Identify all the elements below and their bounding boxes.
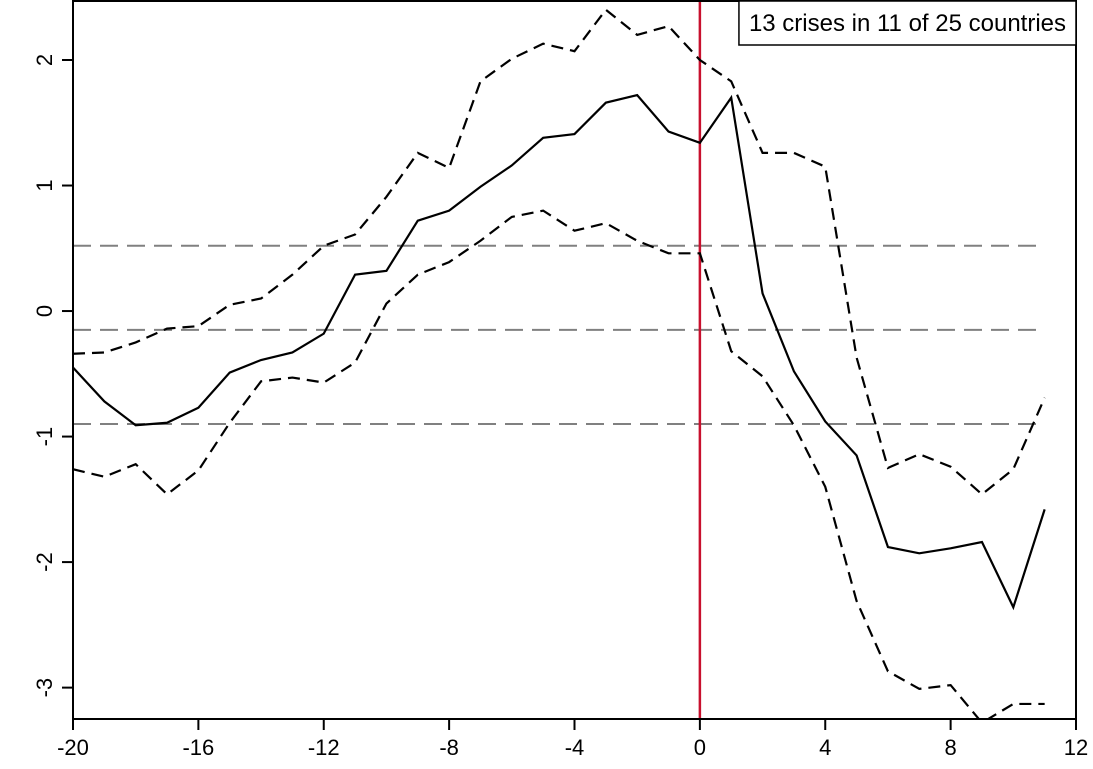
x-tick-label: 8 (945, 735, 957, 760)
y-tick-label: 1 (32, 179, 57, 191)
series-line (73, 209, 1045, 719)
annotation: 13 crises in 11 of 25 countries (749, 10, 1066, 37)
series-line (73, 8, 1046, 496)
series-line (73, 93, 1046, 611)
y-tick-label: -2 (32, 552, 57, 572)
x-tick-label: 12 (1064, 735, 1088, 760)
y-tick-label: 2 (32, 54, 57, 66)
plot-area (73, 1, 1046, 719)
x-tick-label: -8 (439, 735, 459, 760)
y-tick-label: -3 (32, 678, 57, 698)
y-tick-label: 0 (32, 305, 57, 317)
y-tick-label: -1 (32, 427, 57, 447)
x-tick-label: -12 (308, 735, 340, 760)
x-tick-label: -16 (182, 735, 214, 760)
annotation-box (738, 0, 1077, 46)
plot-frame (72, 0, 1077, 720)
x-tick-label: 4 (819, 735, 831, 760)
x-tick-label: 0 (694, 735, 706, 760)
x-tick-label: -4 (565, 735, 585, 760)
x-tick-label: -20 (57, 735, 89, 760)
